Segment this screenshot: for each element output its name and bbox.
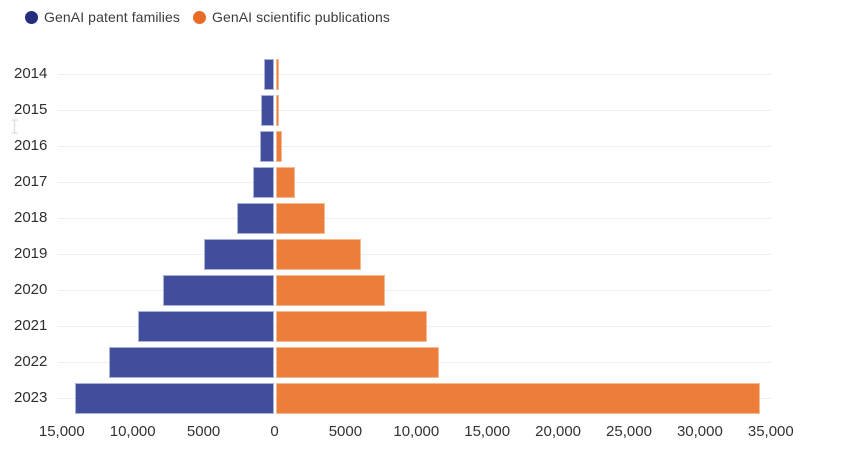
scientific-publications-bar-2021[interactable] [275,310,428,342]
y-axis-year-label: 2014 [14,65,48,82]
y-axis-year-label: 2016 [14,137,48,154]
scientific-publications-bar-2016[interactable] [275,130,283,162]
y-axis-year-label: 2023 [14,389,48,406]
scientific-publications-bar-2020[interactable] [275,274,386,306]
x-axis-tick-label: 35,000 [747,423,794,440]
y-axis-year-label: 2022 [14,353,48,370]
chart-legend: GenAI patent families GenAI scientific p… [25,9,390,25]
patent-families-bar-2015[interactable] [261,94,275,126]
x-axis-tick-label: 0 [270,423,279,440]
x-axis-tick-label: 5000 [328,423,363,440]
category-gridline [58,218,772,219]
patent-families-bar-2020[interactable] [162,274,275,306]
x-axis-tick-label: 15,000 [464,423,511,440]
x-axis-tick-label: 15,000 [38,423,85,440]
scientific-publications-bar-2023[interactable] [275,382,760,414]
scientific-publications-bar-2014[interactable] [275,58,279,90]
patent-families-bar-2019[interactable] [204,238,275,270]
x-axis-tick-label: 30,000 [676,423,723,440]
x-axis-tick-label: 10,000 [393,423,440,440]
category-gridline [58,254,772,255]
y-axis-year-label: 2019 [14,245,48,262]
legend-label-patent-families: GenAI patent families [44,9,180,25]
patent-families-bar-2018[interactable] [237,202,275,234]
patent-families-bar-2016[interactable] [259,130,275,162]
x-axis-tick-label: 5000 [186,423,221,440]
y-axis-year-label: 2015 [14,101,48,118]
legend-item-patent-families[interactable]: GenAI patent families [25,9,180,25]
legend-item-scientific-publications[interactable]: GenAI scientific publications [192,9,390,25]
category-gridline [58,110,772,111]
y-axis-year-label: 2020 [14,281,48,298]
patent-families-bar-2017[interactable] [252,166,275,198]
patent-families-bar-2023[interactable] [74,382,275,414]
y-axis-year-label: 2021 [14,317,48,334]
y-axis-year-label: 2018 [14,209,48,226]
legend-label-scientific-publications: GenAI scientific publications [211,9,390,25]
legend-marker-publications-icon [192,10,206,24]
scientific-publications-bar-2018[interactable] [275,202,326,234]
category-gridline [58,290,772,291]
y-axis-year-label: 2017 [14,173,48,190]
patent-families-bar-2014[interactable] [264,58,275,90]
patent-families-bar-2021[interactable] [137,310,275,342]
legend-marker-patent-icon [25,10,38,24]
patent-families-bar-2022[interactable] [109,346,275,378]
x-axis-tick-label: 20,000 [535,423,582,440]
category-gridline [58,74,772,75]
text-cursor-artifact-icon [10,119,19,139]
x-axis-tick-label: 10,000 [109,423,156,440]
scientific-publications-bar-2015[interactable] [275,94,279,126]
scientific-publications-bar-2019[interactable] [275,238,361,270]
category-gridline [58,146,772,147]
category-gridline [58,182,772,183]
scientific-publications-bar-2022[interactable] [275,346,440,378]
scientific-publications-bar-2017[interactable] [275,166,296,198]
x-axis-tick-label: 25,000 [606,423,652,440]
